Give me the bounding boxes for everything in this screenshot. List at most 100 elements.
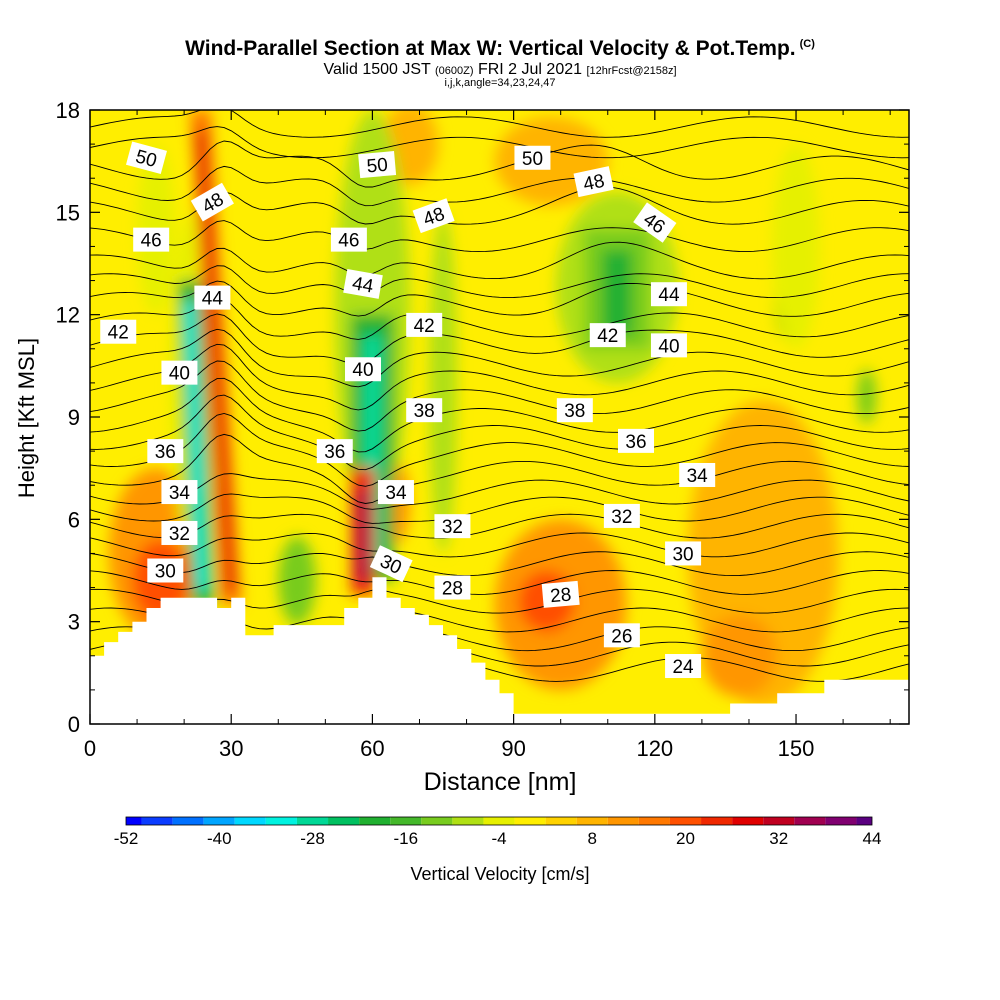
contour-label: 38 bbox=[556, 398, 593, 423]
x-tick-label: 0 bbox=[84, 736, 96, 761]
y-tick-label: 6 bbox=[68, 507, 80, 532]
contour-label-bg bbox=[369, 545, 413, 583]
y-tick-label: 15 bbox=[56, 200, 80, 225]
x-tick-label: 120 bbox=[636, 736, 673, 761]
y-tick-label: 9 bbox=[68, 405, 80, 430]
field-blob bbox=[857, 369, 877, 424]
contour-label-text: 28 bbox=[549, 584, 572, 607]
terrain-mask bbox=[90, 577, 909, 724]
contour-label-text: 46 bbox=[338, 231, 359, 252]
field-blob bbox=[278, 536, 316, 626]
x-tick-label: 60 bbox=[360, 736, 384, 761]
colorbar-swatch bbox=[172, 817, 204, 825]
field-blob bbox=[701, 614, 778, 697]
contour-label-bg bbox=[358, 151, 397, 179]
x-tick-label: 90 bbox=[501, 736, 525, 761]
contour-label: 44 bbox=[194, 285, 231, 310]
contour-label-text: 36 bbox=[625, 432, 646, 453]
contour-label-text: 38 bbox=[564, 401, 585, 422]
colorbar-swatch bbox=[545, 817, 577, 825]
field-blob bbox=[428, 212, 458, 554]
y-axis-label: Height [Kft MSL] bbox=[14, 338, 39, 498]
contour-label-text: 26 bbox=[611, 626, 632, 647]
theta-contour-line bbox=[90, 493, 909, 524]
chart-title: Wind-Parallel Section at Max W: Vertical… bbox=[185, 37, 815, 60]
colorbar-frame bbox=[125, 816, 873, 826]
colorbar-swatch bbox=[763, 817, 795, 825]
theta-contour-line bbox=[90, 110, 909, 138]
contour-label: 36 bbox=[147, 439, 184, 464]
theta-contour-line bbox=[90, 532, 909, 558]
colorbar-swatch bbox=[576, 817, 608, 825]
contour-label: 26 bbox=[603, 623, 640, 648]
contour-label-bg bbox=[603, 503, 640, 528]
contour-label: 32 bbox=[161, 520, 198, 545]
contour-label: 34 bbox=[679, 462, 716, 487]
contour-label: 32 bbox=[603, 503, 640, 528]
x-axis: 0 30 60 90 120 150 bbox=[84, 110, 891, 761]
contour-label-text: 48 bbox=[581, 171, 606, 196]
theta-contour-line bbox=[90, 394, 909, 471]
contour-label-bg bbox=[665, 654, 702, 679]
contour-label: 42 bbox=[100, 319, 137, 344]
colorbar-swatch bbox=[296, 817, 329, 825]
contour-label-text: 42 bbox=[414, 316, 435, 337]
theta-contour-line bbox=[90, 513, 909, 539]
contour-label-text: 44 bbox=[202, 289, 224, 310]
theta-contour-line bbox=[90, 280, 909, 317]
contour-label-text: 28 bbox=[442, 579, 463, 600]
contour-label: 50 bbox=[125, 141, 167, 175]
theta-contour-line bbox=[90, 413, 909, 487]
contour-label-bg bbox=[556, 398, 593, 423]
contour-label-bg bbox=[650, 282, 687, 307]
contour-label-text: 46 bbox=[141, 231, 162, 252]
theta-contour-line bbox=[90, 140, 909, 188]
contour-label: 46 bbox=[133, 227, 170, 252]
contour-label-text: 32 bbox=[442, 517, 463, 538]
contour-label-bg bbox=[377, 480, 414, 505]
colorbar-swatch bbox=[421, 817, 453, 825]
contour-label: 36 bbox=[316, 439, 353, 464]
contour-label: 42 bbox=[406, 312, 443, 337]
colorbar-swatch bbox=[825, 817, 857, 825]
y-tick-label: 18 bbox=[56, 98, 80, 123]
contour-label-bg bbox=[133, 227, 170, 252]
theta-contour-line bbox=[90, 165, 909, 207]
contour-label-text: 32 bbox=[611, 507, 632, 528]
contour-label-bg bbox=[514, 145, 551, 170]
contour-label-bg bbox=[573, 166, 614, 198]
theta-contour-line bbox=[90, 126, 909, 159]
contour-label-bg bbox=[343, 269, 383, 299]
colorbar-swatch bbox=[607, 817, 639, 825]
chart-indices: i,j,k,angle=34,23,24,47 bbox=[444, 77, 556, 89]
contour-label-bg bbox=[161, 360, 198, 385]
contour-label: 50 bbox=[358, 151, 397, 179]
theta-contour-line bbox=[90, 360, 909, 432]
terrain bbox=[90, 577, 909, 724]
contour-label-text: 24 bbox=[672, 657, 694, 678]
colorbar-tick-label: 20 bbox=[676, 829, 695, 848]
contour-label: 28 bbox=[434, 575, 471, 600]
contour-label: 30 bbox=[147, 558, 184, 583]
colorbar-swatch bbox=[265, 817, 297, 825]
contour-label-bg bbox=[100, 319, 137, 344]
field-blob bbox=[772, 144, 820, 349]
contour-label-text: 30 bbox=[672, 544, 693, 565]
contour-label-bg bbox=[541, 580, 580, 608]
contour-label-bg bbox=[650, 333, 687, 358]
colorbar-tick-label: -28 bbox=[300, 829, 325, 848]
colorbar-tick-label: 8 bbox=[588, 829, 597, 848]
theta-contour-line bbox=[90, 377, 909, 453]
contour-label: 40 bbox=[345, 357, 381, 382]
colorbar-swatch bbox=[328, 817, 360, 825]
contour-label-bg bbox=[161, 520, 198, 545]
colorbar-swatch bbox=[638, 817, 670, 825]
colorbar-tick-label: -4 bbox=[491, 829, 506, 848]
colorbar-swatch bbox=[856, 817, 872, 825]
contour-label: 32 bbox=[434, 514, 471, 539]
theta-contour-line bbox=[90, 241, 909, 280]
contour-label: 40 bbox=[161, 360, 198, 385]
colorbar-swatch bbox=[794, 817, 826, 825]
contour-label: 44 bbox=[650, 282, 687, 307]
